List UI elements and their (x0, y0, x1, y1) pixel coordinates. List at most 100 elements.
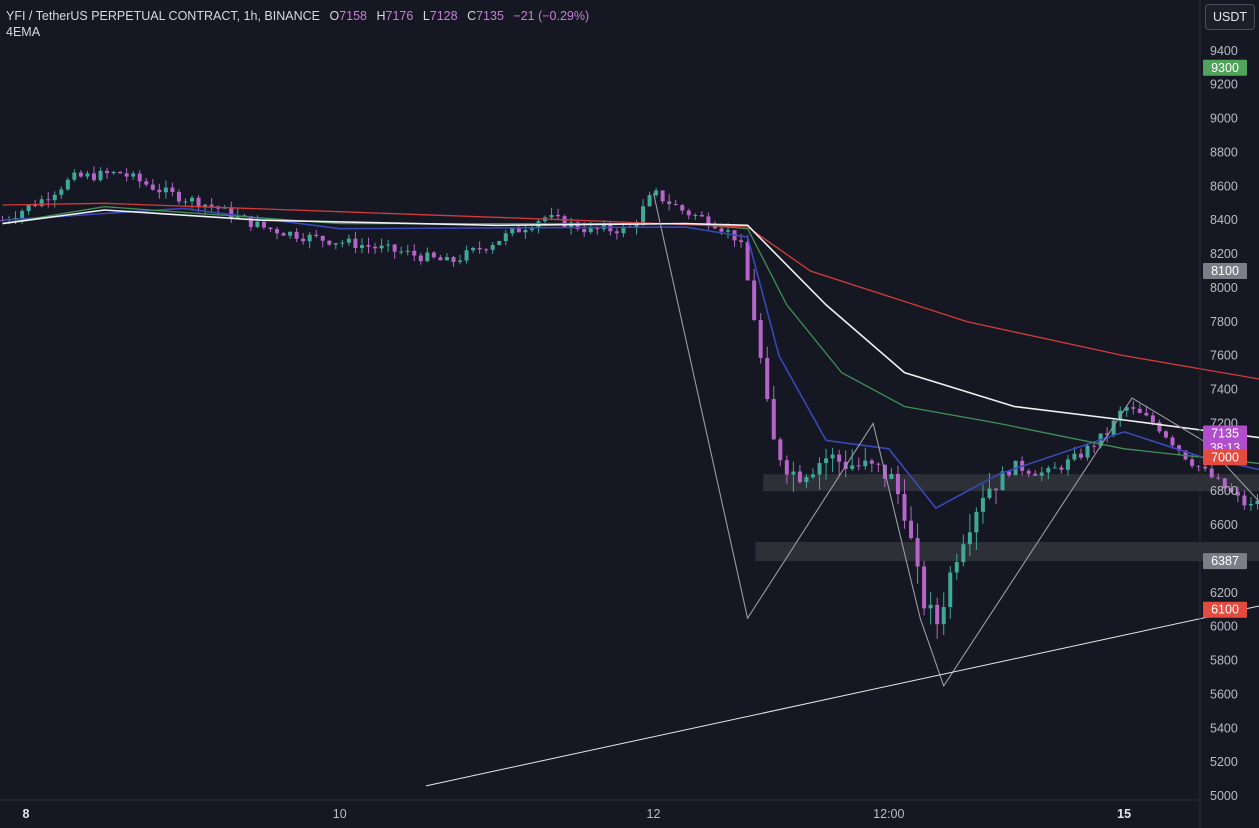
candle[interactable] (1157, 419, 1162, 434)
candle[interactable] (915, 523, 920, 584)
indicator-legend[interactable]: 4EMA (6, 25, 41, 39)
candle[interactable] (131, 171, 136, 180)
candle[interactable] (1248, 497, 1253, 511)
candle[interactable] (464, 245, 469, 264)
candle[interactable] (745, 235, 750, 281)
candle[interactable] (1137, 404, 1142, 414)
candle[interactable] (157, 183, 162, 199)
candle[interactable] (994, 488, 999, 505)
candle[interactable] (477, 241, 482, 254)
symbol-title[interactable]: YFI / TetherUS PERPETUAL CONTRACT, 1h, B… (6, 9, 320, 23)
candle[interactable] (503, 229, 508, 246)
candle[interactable] (791, 461, 796, 493)
candle[interactable] (614, 228, 619, 240)
candle[interactable] (967, 514, 972, 556)
candle[interactable] (170, 182, 175, 197)
candle[interactable] (1000, 466, 1005, 491)
candle[interactable] (699, 211, 704, 218)
candle[interactable] (1046, 465, 1051, 480)
candle[interactable] (320, 235, 325, 248)
candle[interactable] (405, 244, 410, 256)
candle[interactable] (863, 447, 868, 470)
candle[interactable] (941, 592, 946, 635)
candle[interactable] (118, 171, 123, 174)
candle[interactable] (359, 238, 364, 254)
candle[interactable] (1052, 462, 1057, 469)
candle[interactable] (876, 462, 881, 473)
candle[interactable] (856, 457, 861, 471)
sr-zone-1[interactable] (763, 474, 1259, 492)
candle[interactable] (974, 507, 979, 551)
candle[interactable] (275, 226, 279, 240)
candle[interactable] (176, 189, 181, 205)
candle[interactable] (451, 255, 456, 267)
candle[interactable] (379, 238, 384, 253)
candle[interactable] (850, 449, 855, 471)
candle[interactable] (869, 458, 874, 473)
candle[interactable] (1092, 443, 1097, 454)
candle[interactable] (163, 180, 168, 199)
candle[interactable] (909, 506, 914, 540)
candle[interactable] (490, 241, 495, 254)
candle[interactable] (1078, 448, 1083, 460)
candle[interactable] (301, 233, 306, 245)
candle[interactable] (33, 199, 38, 208)
candle[interactable] (1065, 455, 1070, 476)
candle[interactable] (516, 225, 521, 233)
candle[interactable] (412, 244, 417, 262)
candle[interactable] (144, 177, 149, 187)
candle[interactable] (771, 385, 776, 440)
candle[interactable] (1163, 430, 1168, 439)
candle[interactable] (497, 240, 502, 246)
candle[interactable] (65, 177, 70, 191)
candle[interactable] (1085, 443, 1090, 461)
candle[interactable] (1222, 477, 1227, 490)
candle[interactable] (340, 239, 345, 248)
candle[interactable] (327, 240, 332, 247)
candle[interactable] (294, 228, 299, 242)
candle[interactable] (549, 207, 554, 221)
candle[interactable] (399, 246, 404, 255)
candle[interactable] (1111, 419, 1116, 438)
candle[interactable] (686, 208, 691, 220)
candle[interactable] (1229, 483, 1234, 494)
candle[interactable] (1105, 427, 1110, 443)
candle[interactable] (654, 187, 659, 198)
candle[interactable] (471, 246, 476, 253)
candle[interactable] (39, 195, 44, 208)
candle[interactable] (386, 239, 391, 252)
candle[interactable] (1235, 486, 1240, 503)
candle[interactable] (765, 346, 770, 402)
price-axis[interactable]: 5000520054005600580060006200640066006800… (1210, 44, 1238, 803)
candle[interactable] (889, 468, 894, 480)
candle[interactable] (111, 170, 116, 175)
candle[interactable] (660, 190, 665, 204)
candle[interactable] (961, 534, 966, 567)
candle[interactable] (124, 168, 129, 182)
candle[interactable] (706, 212, 711, 230)
candle[interactable] (150, 178, 155, 191)
candle[interactable] (196, 194, 201, 212)
candle[interactable] (1242, 490, 1247, 510)
candle[interactable] (1039, 467, 1044, 482)
candle[interactable] (778, 437, 783, 467)
candle[interactable] (85, 170, 90, 180)
candle[interactable] (647, 191, 652, 207)
candle[interactable] (346, 234, 351, 246)
candle[interactable] (98, 167, 103, 182)
candle[interactable] (1131, 400, 1136, 415)
candle[interactable] (333, 242, 338, 250)
candle[interactable] (366, 237, 371, 254)
candle[interactable] (46, 192, 51, 208)
candle[interactable] (438, 254, 443, 261)
candle[interactable] (523, 224, 528, 239)
candle[interactable] (444, 253, 449, 261)
candle[interactable] (288, 231, 293, 239)
ema-red-line[interactable] (2, 202, 1259, 426)
candle[interactable] (1216, 473, 1221, 481)
candle[interactable] (902, 479, 907, 529)
candle[interactable] (373, 242, 378, 254)
candle[interactable] (693, 213, 698, 220)
